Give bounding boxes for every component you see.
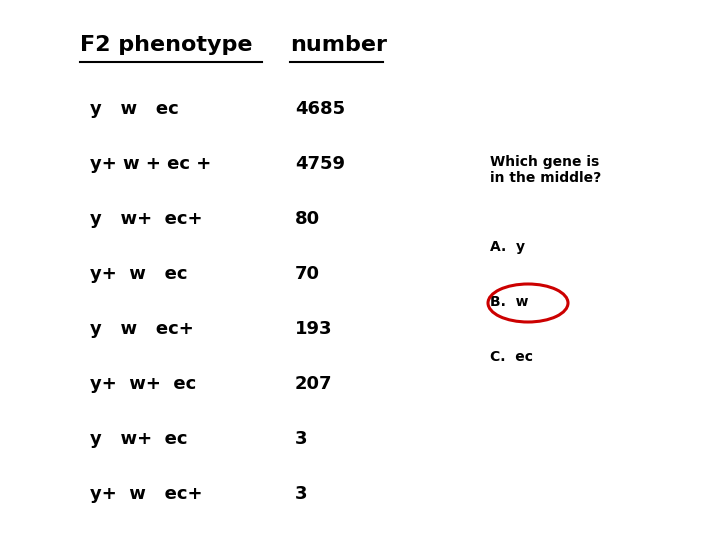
Text: 4685: 4685 [295,100,345,118]
Text: y+  w   ec+: y+ w ec+ [90,485,202,503]
Text: 207: 207 [295,375,333,393]
Text: B.  w: B. w [490,295,528,309]
Text: 80: 80 [295,210,320,228]
Text: 193: 193 [295,320,333,338]
Text: y   w+  ec+: y w+ ec+ [90,210,202,228]
Text: y+  w+  ec: y+ w+ ec [90,375,197,393]
Text: number: number [290,35,387,55]
Text: y+ w + ec +: y+ w + ec + [90,155,211,173]
Text: 3: 3 [295,485,307,503]
Text: F2 phenotype: F2 phenotype [80,35,253,55]
Text: 70: 70 [295,265,320,283]
Text: y   w+  ec: y w+ ec [90,430,187,448]
Text: 3: 3 [295,430,307,448]
Text: y   w   ec: y w ec [90,100,179,118]
Text: y   w   ec+: y w ec+ [90,320,194,338]
Text: C.  ec: C. ec [490,350,533,364]
Text: 4759: 4759 [295,155,345,173]
Text: A.  y: A. y [490,240,525,254]
Text: y+  w   ec: y+ w ec [90,265,187,283]
Text: Which gene is
in the middle?: Which gene is in the middle? [490,155,601,185]
